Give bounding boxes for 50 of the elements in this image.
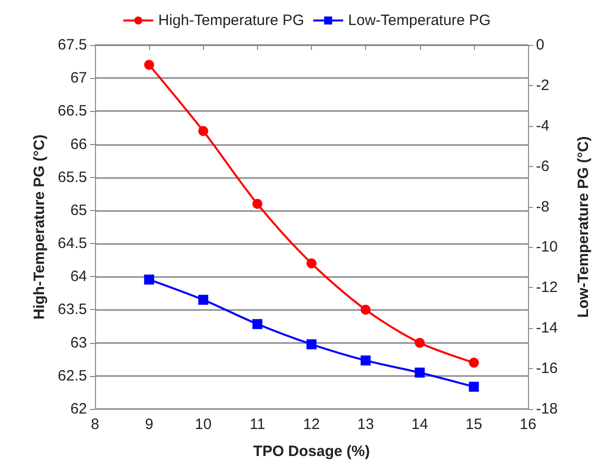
legend-label: High-Temperature PG [158,12,304,29]
y2-tick-label: -14 [536,320,558,337]
y-tick-label: 62 [70,400,87,418]
point [306,258,316,268]
y-tick-label: 64.5 [58,235,87,252]
y2-tick-label: -8 [536,198,550,216]
y2-tick-label: 0 [536,36,544,54]
point [252,198,262,209]
point [306,339,316,350]
y-tick-label: 67.5 [58,36,87,54]
y2-axis-title: Low-Temperature PG (°C) [575,136,592,318]
x-tick-label: 11 [250,416,266,433]
x-tick-label: 9 [144,416,154,433]
y-tick-label: 66.5 [58,102,87,120]
x-tick-label: 14 [411,416,428,433]
y-tick-label: 62.5 [58,367,87,384]
y-tick-label: 64 [70,268,87,286]
y2-tick-label: -12 [536,279,558,296]
y2-tick-label: -2 [536,76,550,94]
x-tick-label: 12 [303,416,320,433]
y2-tick-label: -18 [536,400,558,418]
point [360,304,371,315]
y-axis-title: High-Temperature PG (°C) [30,134,48,320]
y-tick-label: 67 [70,70,87,87]
point [468,382,479,392]
x-tick-label: 13 [357,416,374,433]
y-tick-label: 66 [70,136,87,153]
y2-tick-label: -16 [536,360,558,378]
x-tick-label: 16 [520,416,536,433]
point [144,60,154,70]
point [144,274,154,285]
legend-label: Low-Temperature PG [348,12,491,29]
point [414,338,425,348]
point [252,319,262,330]
y2-tick-label: -6 [536,158,550,175]
point [360,355,371,366]
point [198,294,208,305]
point [468,358,479,368]
x-tick-label: 15 [466,416,482,433]
y2-tick-label: -4 [536,117,550,134]
y-tick-label: 65.5 [58,168,87,186]
y-tick-label: 63 [70,334,87,352]
point [198,126,208,136]
y-tick-label: 65 [70,202,87,219]
x-tick-label: 10 [194,416,212,433]
point [414,368,425,378]
x-axis-title: TPO Dosage (%) [253,443,370,460]
x-tick-label: 8 [90,416,100,433]
y2-tick-label: -10 [536,238,558,256]
y-tick-label: 63.5 [58,301,87,318]
